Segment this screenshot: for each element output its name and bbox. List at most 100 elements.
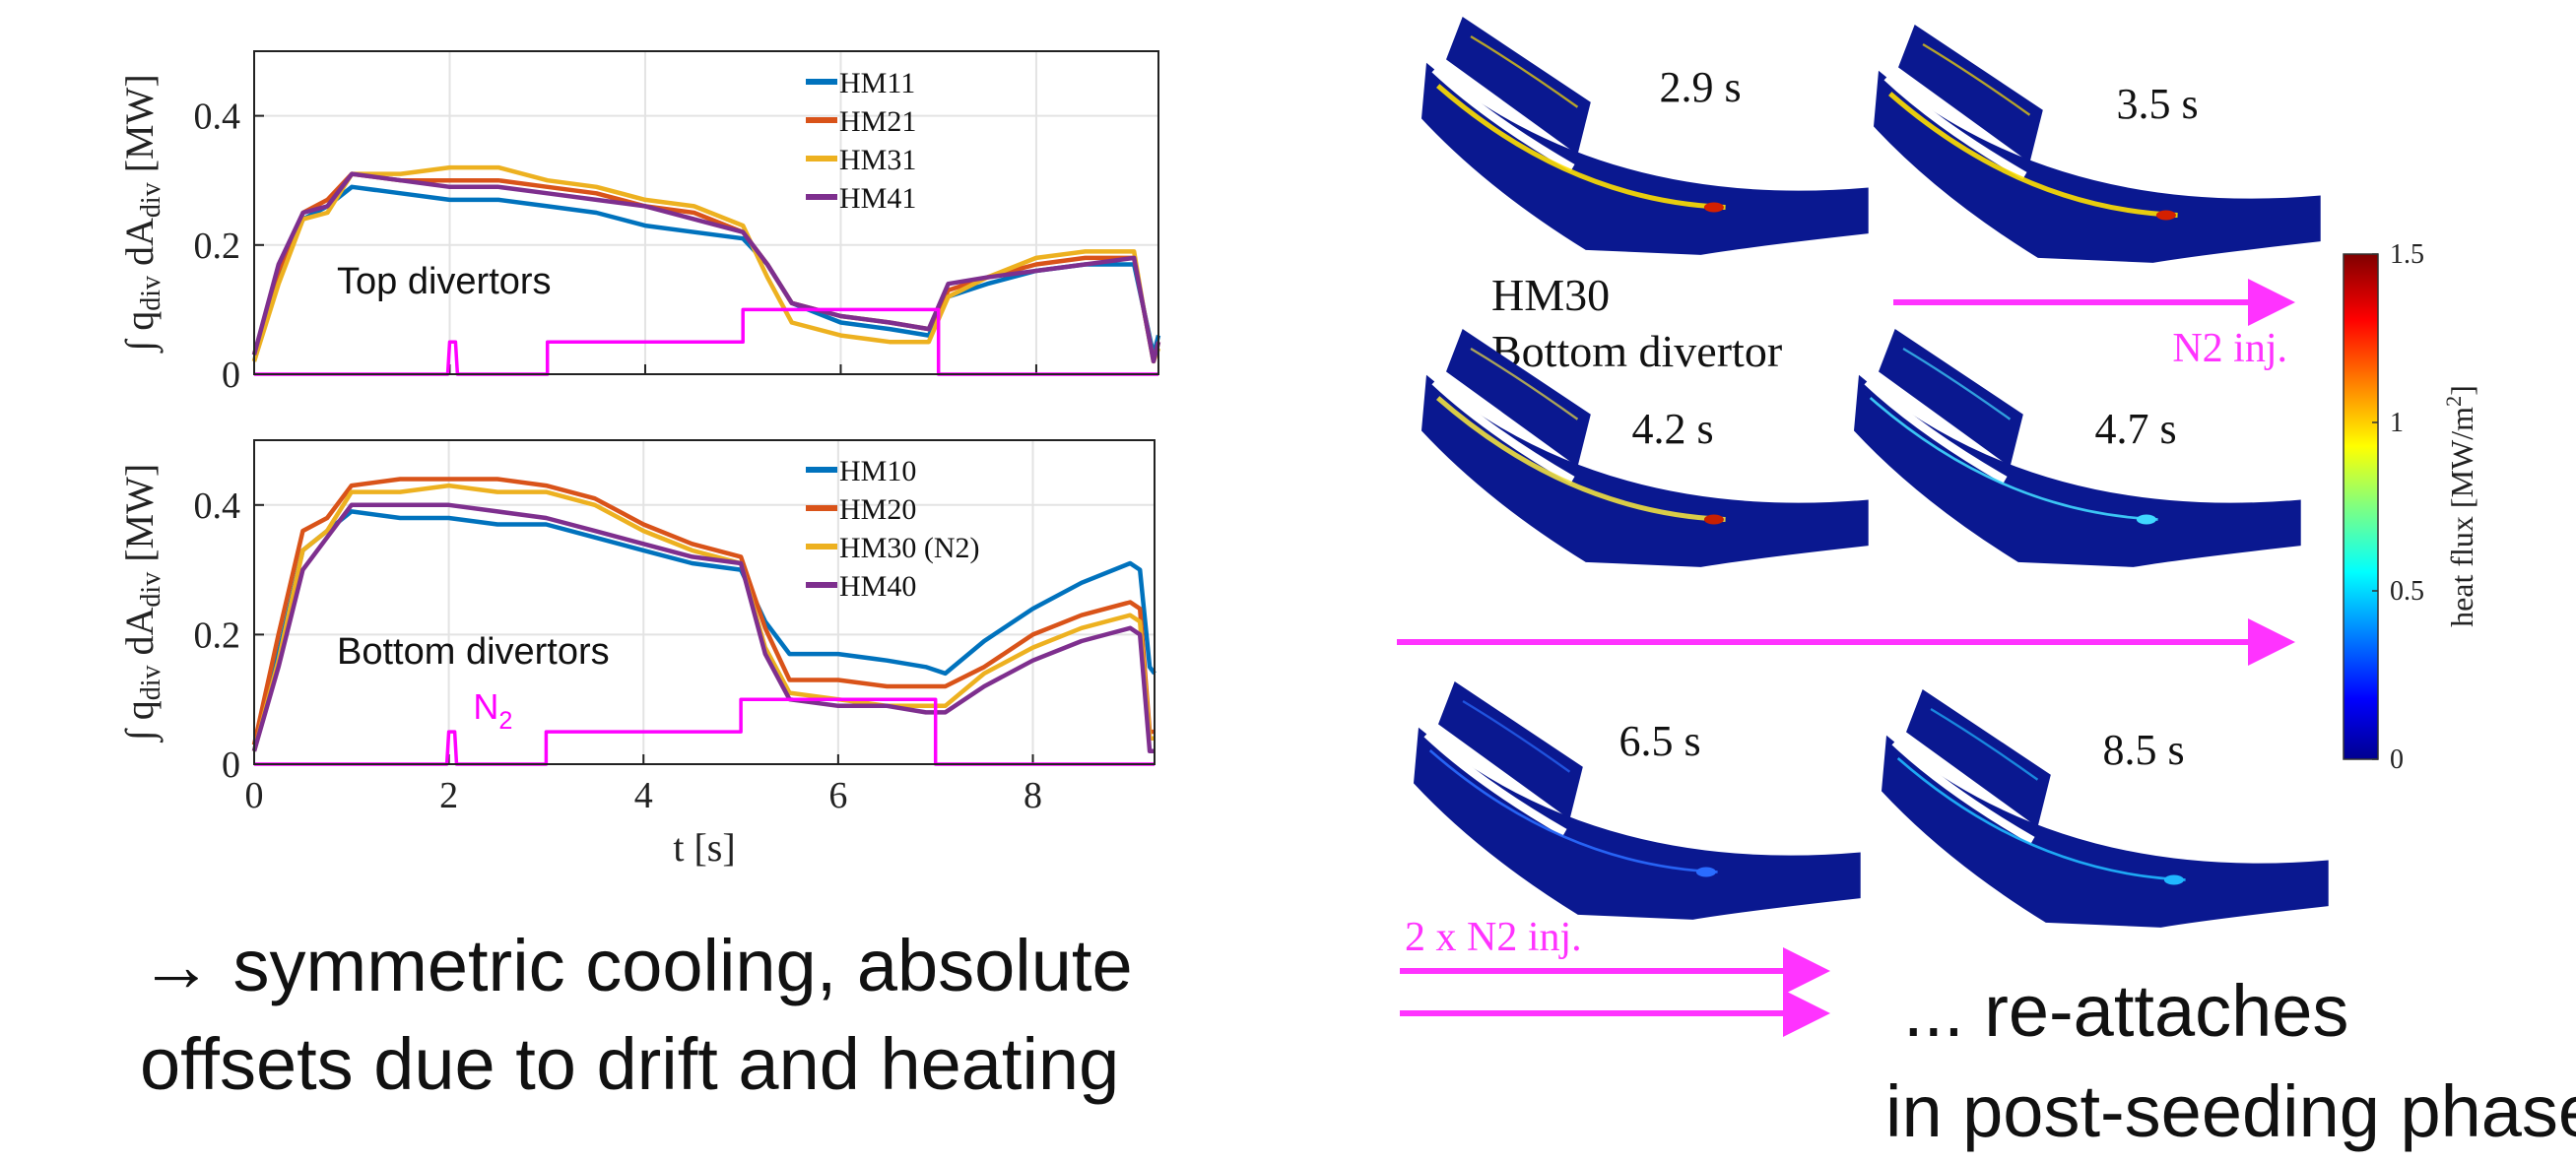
heat-flux-image bbox=[1882, 689, 2329, 928]
x-axis-label: t [s] bbox=[673, 825, 735, 870]
tile-stripe bbox=[1896, 757, 2186, 881]
plot-frame bbox=[253, 50, 1159, 375]
label-script: 2 bbox=[498, 707, 512, 735]
label-part: N bbox=[473, 686, 498, 727]
image-label: 6.5 s bbox=[1618, 717, 1700, 765]
x-tick-label: 0 bbox=[245, 775, 264, 816]
annotation: Bottom divertors bbox=[337, 631, 610, 673]
tile-stripe bbox=[1470, 35, 1579, 108]
x-tick-label: 4 bbox=[634, 775, 653, 816]
tile-hotspot bbox=[2163, 874, 2184, 885]
plot-frame bbox=[253, 439, 1156, 765]
label-script: div bbox=[136, 572, 166, 608]
label-script: div bbox=[136, 276, 166, 311]
legend-label: HM10 bbox=[839, 455, 916, 487]
legend-label: HM21 bbox=[839, 105, 916, 138]
label: N2 bbox=[473, 686, 512, 735]
label: heat flux [MW/m2] bbox=[2441, 385, 2480, 627]
colorbar-gradient bbox=[2343, 253, 2379, 760]
image-label: 2.9 s bbox=[1659, 63, 1741, 111]
colorbar: 0 0.5 1 1.5 heat flux [MW/m2] bbox=[2343, 239, 2480, 775]
colorbar-tick-label: 1.5 bbox=[2390, 239, 2424, 270]
tile-stripe bbox=[1462, 700, 1571, 773]
legend-label: HM30 (N2) bbox=[839, 532, 980, 564]
label-part: heat flux [MW/m bbox=[2444, 407, 2479, 627]
tile-gap bbox=[1423, 731, 1567, 837]
tile-stripe bbox=[1436, 396, 1726, 522]
tile-stripe bbox=[1470, 348, 1579, 420]
tile-main bbox=[1414, 727, 1861, 920]
heat-flux-image bbox=[1414, 681, 1861, 920]
tile-hotspot bbox=[2136, 514, 2156, 525]
label-part: [MW] bbox=[117, 464, 162, 572]
tile-stripe bbox=[1428, 749, 1718, 873]
y-tick-label: 0.2 bbox=[194, 226, 241, 267]
tile-upper bbox=[1438, 681, 1583, 820]
colorbar-tick-label: 0 bbox=[2390, 744, 2404, 775]
heat-flux-images: 2.9 s 3.5 s 4.2 s 4.7 s 6.5 s 8.5 s bbox=[1414, 17, 2329, 928]
tile-stripe bbox=[1888, 92, 2178, 218]
tile-stripe bbox=[1922, 43, 2031, 116]
heat-flux-image bbox=[1421, 17, 1869, 255]
image-label: 8.5 s bbox=[2102, 726, 2184, 774]
tile-gap bbox=[1883, 74, 2027, 180]
tile-gap bbox=[1891, 739, 2035, 845]
double-injection-label: 2 x N2 inj. bbox=[1405, 915, 1582, 960]
tile-upper bbox=[1446, 329, 1591, 468]
camera-label: HM30 bbox=[1491, 270, 1610, 320]
heat-flux-image bbox=[1421, 329, 1869, 567]
reattach-line: in post-seeding phase bbox=[1885, 1070, 2576, 1152]
annotation: Top divertors bbox=[337, 261, 552, 302]
tile-hotspot bbox=[1703, 514, 1724, 525]
tile-hotspot bbox=[2155, 210, 2176, 221]
tile-upper bbox=[1879, 329, 2023, 468]
tile-stripe bbox=[1902, 348, 2012, 420]
x-tick-label: 8 bbox=[1024, 775, 1042, 816]
x-tick-label: 6 bbox=[828, 775, 847, 816]
heat-flux-image bbox=[1874, 25, 2321, 263]
conclusion-line: offsets due to drift and heating bbox=[140, 1023, 1119, 1105]
tile-upper bbox=[1906, 689, 2051, 828]
tile-gap bbox=[1864, 378, 2008, 485]
label-part: ∫ q bbox=[117, 311, 164, 355]
tile-stripe bbox=[1436, 84, 1726, 210]
injection-label: N2 inj. bbox=[2172, 326, 2287, 371]
label-script: div bbox=[136, 182, 166, 218]
tile-upper bbox=[1898, 25, 2043, 163]
legend-label: HM11 bbox=[839, 67, 915, 99]
label-part: dA bbox=[117, 607, 162, 665]
legend-label: HM31 bbox=[839, 144, 916, 176]
series-line bbox=[251, 502, 1155, 754]
series-line bbox=[254, 307, 1158, 376]
tile-main bbox=[1874, 70, 2321, 263]
tile-stripe bbox=[1869, 397, 2158, 521]
colorbar-tick-label: 1 bbox=[2390, 408, 2404, 438]
location-label: Bottom divertor bbox=[1491, 326, 1782, 376]
legend-label: HM41 bbox=[839, 182, 916, 215]
tile-main bbox=[1854, 374, 2301, 567]
label-part: ∫ q bbox=[117, 700, 164, 743]
tile-upper bbox=[1446, 17, 1591, 156]
label: ∫ qdiv dAdiv [MW] bbox=[117, 74, 166, 354]
image-label: 4.2 s bbox=[1631, 405, 1713, 453]
label-part: [MW] bbox=[117, 74, 162, 182]
legend-label: HM40 bbox=[839, 570, 916, 603]
y-tick-label: 0 bbox=[222, 744, 240, 786]
y-tick-label: 0.2 bbox=[194, 614, 241, 656]
label-part: ] bbox=[2444, 385, 2479, 396]
y-tick-label: 0.4 bbox=[194, 97, 241, 138]
label-script: 2 bbox=[2441, 396, 2466, 407]
tile-stripe bbox=[1930, 708, 2039, 781]
tile-main bbox=[1421, 62, 1869, 255]
conclusion-line: → symmetric cooling, absolute bbox=[140, 925, 1133, 1006]
y-tick-label: 0 bbox=[222, 355, 240, 396]
series-line bbox=[254, 697, 1155, 766]
legend-label: HM20 bbox=[839, 493, 916, 526]
tile-hotspot bbox=[1695, 867, 1716, 877]
x-tick-label: 2 bbox=[439, 775, 458, 816]
series-line bbox=[251, 477, 1155, 745]
label-script: div bbox=[136, 665, 166, 700]
